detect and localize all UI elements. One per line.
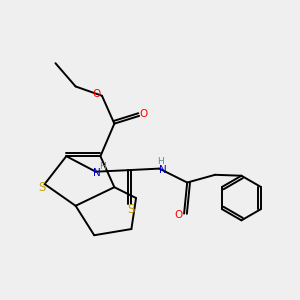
Text: O: O <box>140 110 148 119</box>
Text: S: S <box>38 181 45 194</box>
Text: O: O <box>92 89 101 99</box>
Text: N: N <box>158 164 166 175</box>
Text: S: S <box>128 203 135 216</box>
Text: H: H <box>158 157 164 166</box>
Text: O: O <box>174 210 183 220</box>
Text: H: H <box>99 162 106 171</box>
Text: N: N <box>93 168 101 178</box>
